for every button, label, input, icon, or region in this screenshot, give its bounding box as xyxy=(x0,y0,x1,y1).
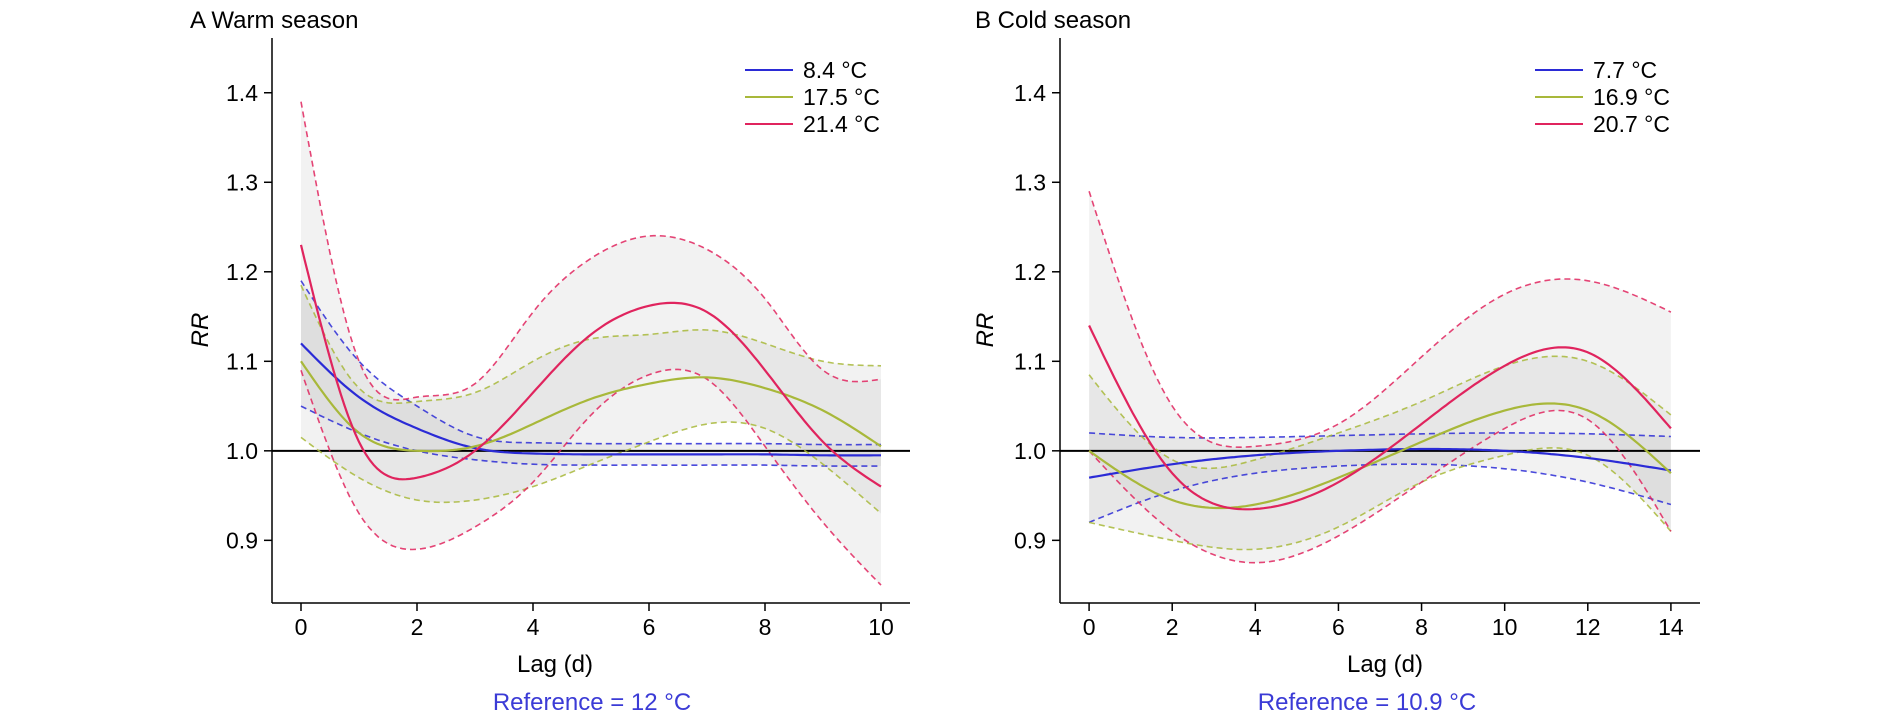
x-tick-label: 0 xyxy=(295,614,308,640)
ci-band xyxy=(1089,356,1671,550)
series-line xyxy=(300,342,881,457)
x-tick-label: 2 xyxy=(1166,614,1179,640)
x-tick-label: 10 xyxy=(868,614,894,640)
ci-band xyxy=(1089,191,1671,563)
legend-label: 16.9 °C xyxy=(1593,84,1670,110)
ci-bound-line xyxy=(1088,355,1672,470)
ci-bound-line xyxy=(1088,190,1672,449)
ci-bound-line xyxy=(300,368,882,586)
x-tick-label: 6 xyxy=(643,614,656,640)
y-axis-title: RR xyxy=(187,313,214,348)
ci-bound-line xyxy=(1088,409,1672,564)
y-tick-label: 1.2 xyxy=(1014,259,1046,285)
legend-label: 20.7 °C xyxy=(1593,111,1670,137)
x-tick-label: 14 xyxy=(1658,614,1684,640)
legend-label: 7.7 °C xyxy=(1593,57,1657,83)
y-tick-label: 0.9 xyxy=(226,527,258,553)
x-tick-label: 12 xyxy=(1575,614,1601,640)
legend-label: 21.4 °C xyxy=(803,111,880,137)
series-line xyxy=(1088,402,1672,510)
y-tick-label: 1.4 xyxy=(226,80,258,106)
panel-cold-season: B Cold season RR Lag (d) Reference = 10.… xyxy=(972,7,1700,716)
ci-band xyxy=(301,280,881,467)
axes: 0.9 1.0 1.1 1.2 1.3 1.4 0 2 4 6 8 10 12 14 xyxy=(1014,38,1700,640)
ci-bound-line xyxy=(300,280,881,446)
panel-warm-season: A Warm season RR Lag (d) Reference = 12 … xyxy=(187,7,910,716)
reference-note: Reference = 10.9 °C xyxy=(1258,689,1476,716)
legend-label: 8.4 °C xyxy=(803,57,867,83)
plot-area xyxy=(1060,190,1700,564)
ci-bound-line xyxy=(1089,432,1671,439)
reference-note: Reference = 12 °C xyxy=(493,689,691,716)
ci-bound-line xyxy=(300,284,882,404)
y-tick-label: 1.4 xyxy=(1014,80,1046,106)
x-tick-label: 10 xyxy=(1492,614,1518,640)
x-tick-label: 2 xyxy=(411,614,424,640)
y-tick-label: 0.9 xyxy=(1014,527,1046,553)
y-tick-label: 1.1 xyxy=(1014,348,1046,374)
x-tick-label: 8 xyxy=(759,614,772,640)
ci-bound-line xyxy=(300,101,882,401)
x-axis-title: Lag (d) xyxy=(1347,651,1423,678)
plot-area xyxy=(272,101,910,586)
legend: 8.4 °C17.5 °C21.4 °C xyxy=(745,57,880,137)
legend: 7.7 °C16.9 °C20.7 °C xyxy=(1535,57,1670,137)
x-tick-label: 6 xyxy=(1332,614,1345,640)
series-line xyxy=(1088,447,1672,479)
ci-bound-line xyxy=(1088,447,1672,551)
ci-bound-line xyxy=(300,405,882,467)
y-tick-label: 1.1 xyxy=(226,348,258,374)
y-tick-label: 1.2 xyxy=(226,259,258,285)
x-axis-title: Lag (d) xyxy=(517,651,593,678)
ci-band xyxy=(301,101,881,586)
panel-title: A Warm season xyxy=(190,7,359,34)
x-tick-label: 4 xyxy=(1249,614,1262,640)
ci-bound-line xyxy=(300,421,882,515)
y-tick-label: 1.3 xyxy=(226,169,258,195)
y-tick-label: 1.0 xyxy=(1014,438,1046,464)
panel-title: B Cold season xyxy=(975,7,1131,34)
x-tick-label: 4 xyxy=(527,614,540,640)
x-tick-label: 8 xyxy=(1415,614,1428,640)
y-tick-label: 1.3 xyxy=(1014,169,1046,195)
axes: 0.9 1.0 1.1 1.2 1.3 1.4 0 2 4 6 8 10 xyxy=(226,38,910,640)
ci-band xyxy=(1089,432,1671,523)
y-tick-label: 1.0 xyxy=(226,438,258,464)
legend-label: 17.5 °C xyxy=(803,84,880,110)
y-axis-title: RR xyxy=(972,313,999,348)
series-line xyxy=(299,244,882,488)
x-tick-label: 0 xyxy=(1083,614,1096,640)
series-line xyxy=(1088,325,1672,511)
